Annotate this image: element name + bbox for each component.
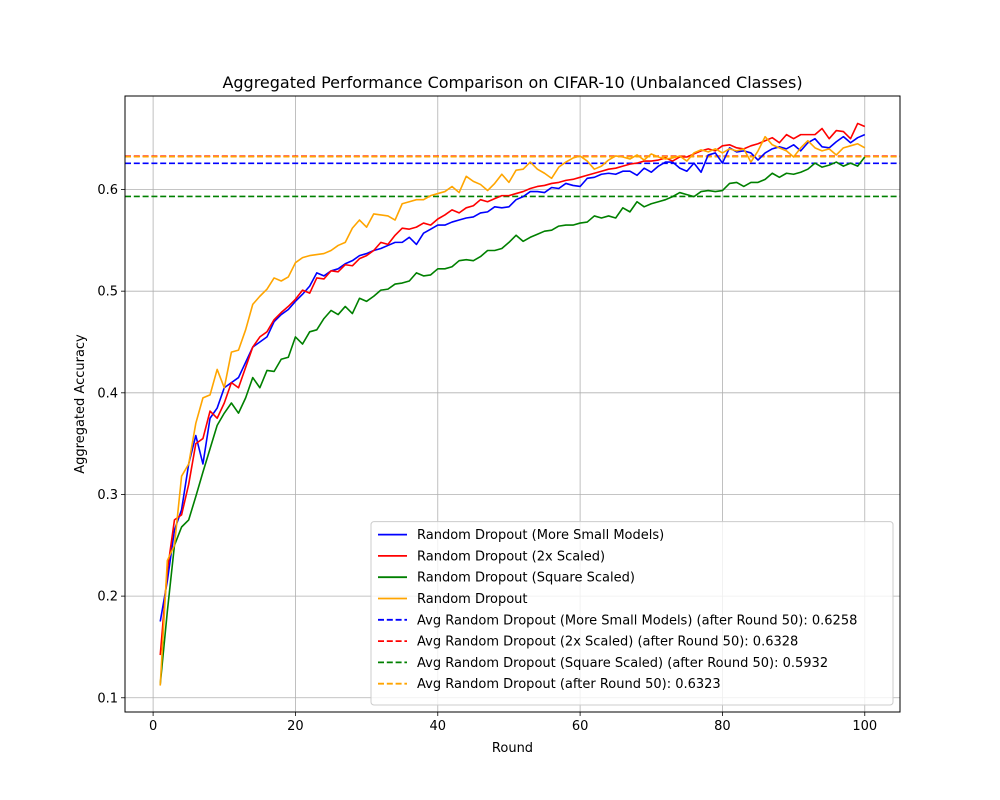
legend-entry: Random Dropout [417, 592, 528, 607]
series-line-2 [159, 156, 866, 685]
x-tick-label: 40 [430, 719, 447, 734]
average-lines [125, 155, 900, 198]
x-tick-label: 0 [149, 719, 157, 734]
x-axis-title: Round [492, 741, 533, 756]
series-line-3 [159, 135, 866, 686]
series-line-1 [159, 122, 866, 656]
legend-entry: Avg Random Dropout (after Round 50): 0.6… [417, 677, 721, 692]
x-tick-label: 80 [714, 719, 731, 734]
grid [125, 96, 900, 712]
x-tick-label: 20 [287, 719, 304, 734]
y-tick-label: 0.1 [97, 691, 118, 706]
legend-entry: Random Dropout (Square Scaled) [417, 571, 635, 586]
legend-entry: Random Dropout (2x Scaled) [417, 549, 605, 564]
y-tick-label: 0.3 [97, 488, 118, 503]
plot-frame [124, 95, 901, 713]
y-axis-title: Aggregated Accuracy [73, 334, 88, 474]
legend-box [370, 521, 894, 706]
legend-entry: Avg Random Dropout (Square Scaled) (afte… [417, 656, 828, 671]
legend-entry: Avg Random Dropout (2x Scaled) (after Ro… [417, 635, 798, 650]
series-lines [159, 122, 866, 686]
axis-ticks: 0 20 40 60 80 100 0.1 0.2 0.3 0.4 0.5 0.6 [97, 183, 877, 734]
x-tick-label: 60 [572, 719, 589, 734]
y-tick-label: 0.6 [97, 183, 118, 198]
legend-entry: Random Dropout (More Small Models) [417, 528, 664, 543]
y-tick-label: 0.4 [97, 386, 118, 401]
legend-entry: Avg Random Dropout (More Small Models) (… [417, 613, 857, 628]
y-tick-label: 0.5 [97, 285, 118, 300]
y-tick-label: 0.2 [97, 590, 118, 605]
series-line-0 [159, 133, 866, 622]
x-tick-label: 100 [852, 719, 877, 734]
legend: Random Dropout (More Small Models) Random… [370, 521, 894, 706]
chart-title: Aggregated Performance Comparison on CIF… [222, 73, 802, 92]
